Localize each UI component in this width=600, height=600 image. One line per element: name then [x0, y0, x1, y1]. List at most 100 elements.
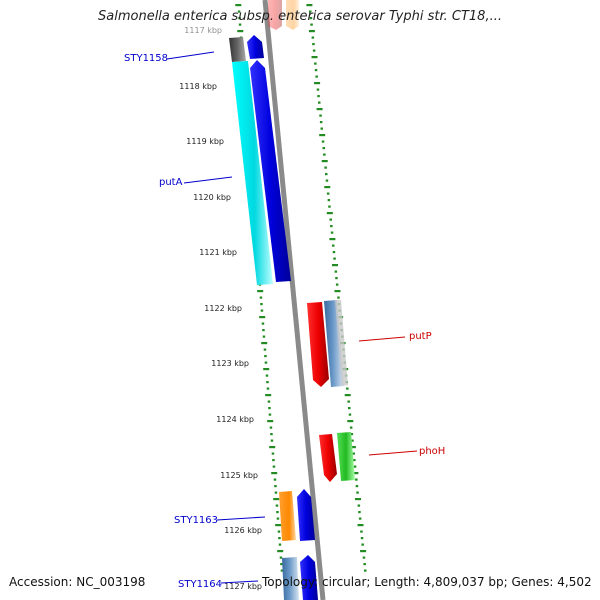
gene-label-puta[interactable]: putA	[159, 177, 183, 188]
feature-top-faded	[268, 0, 299, 30]
tick-mark	[349, 426, 353, 429]
tick-mark	[319, 114, 322, 117]
tick-mark	[276, 517, 280, 520]
tick-mark	[362, 556, 366, 559]
tick-mark	[324, 186, 331, 189]
tick-mark	[274, 491, 278, 494]
tick-mark	[314, 82, 321, 85]
tick-mark	[269, 426, 273, 429]
tick-mark	[353, 465, 357, 468]
tick-mark	[310, 23, 313, 26]
tick-mark	[264, 355, 267, 358]
tick-mark	[355, 478, 358, 481]
tick-mark	[334, 290, 341, 293]
tick-mark	[280, 569, 284, 572]
tick-mark	[311, 36, 315, 39]
tick-mark	[333, 257, 336, 260]
feature-sty1158-blue	[247, 35, 264, 59]
tick-mark	[267, 420, 274, 423]
tick-mark	[238, 17, 241, 20]
tick-mark	[346, 387, 349, 390]
gene-label-phoh[interactable]: phoH	[419, 446, 445, 457]
tick-mark	[308, 30, 315, 33]
tick-mark	[349, 446, 356, 449]
ruler-label: 1124 kbp	[216, 415, 254, 424]
tick-mark	[268, 407, 271, 410]
tick-mark	[275, 504, 279, 507]
tick-mark	[265, 394, 272, 397]
gene-label-sty1158[interactable]: STY1158	[124, 53, 168, 64]
tick-mark	[327, 199, 331, 202]
tick-mark	[316, 108, 323, 111]
tick-mark	[276, 511, 279, 514]
kbp-ruler: 1117 kbp 1118 kbp 1119 kbp 1120 kbp 1121 kbp…	[179, 26, 262, 591]
tick-mark	[278, 537, 281, 540]
tick-mark	[272, 459, 275, 462]
tick-mark	[235, 4, 242, 7]
tick-mark	[355, 498, 361, 501]
feature-sty1163-orange	[279, 491, 296, 541]
tick-mark	[352, 452, 355, 455]
tick-mark	[268, 413, 272, 416]
tick-mark	[314, 69, 318, 72]
tick-mark	[261, 342, 268, 345]
tick-mark	[334, 270, 338, 273]
ruler-label: 1117 kbp	[184, 26, 222, 35]
tick-mark	[321, 140, 325, 143]
tick-mark	[356, 491, 359, 494]
tick-mark	[309, 17, 313, 20]
gene-label-sty1164[interactable]: STY1164	[178, 579, 222, 590]
tick-mark	[330, 231, 334, 234]
tick-mark	[324, 166, 327, 169]
tick-mark	[360, 550, 367, 553]
tick-mark	[309, 10, 312, 13]
tick-mark	[332, 264, 338, 267]
tick-mark	[344, 394, 351, 397]
genome-backbone	[262, 0, 326, 600]
ruler-label: 1125 kbp	[220, 471, 258, 480]
tick-mark	[352, 472, 359, 475]
accession-info: Accession: NC_003198	[9, 575, 146, 589]
feature-putp-grey	[335, 300, 348, 386]
tick-mark	[259, 316, 266, 319]
gene-label-putp[interactable]: putP	[409, 331, 432, 342]
gene-label-sty1163[interactable]: STY1163	[174, 515, 218, 526]
feature-putp-red	[307, 302, 329, 387]
ruler-label: 1118 kbp	[179, 82, 217, 91]
tick-mark	[320, 127, 323, 130]
tick-mark	[278, 543, 282, 546]
tick-mark	[350, 433, 354, 436]
tick-mark	[312, 43, 315, 46]
tick-mark	[335, 283, 339, 286]
tick-mark	[323, 153, 326, 156]
tick-mark	[332, 244, 335, 247]
tick-mark	[263, 368, 270, 371]
tick-mark	[364, 569, 367, 572]
tick-mark	[266, 387, 270, 390]
tick-mark	[322, 147, 325, 150]
tick-mark	[262, 335, 266, 338]
feature-sty1163-blue	[297, 489, 315, 541]
tick-mark	[274, 485, 277, 488]
tick-mark	[321, 160, 328, 163]
tick-mark	[263, 348, 267, 351]
feature-sty1164-steel	[282, 557, 299, 600]
tick-mark	[330, 225, 333, 228]
tick-mark	[271, 472, 278, 475]
tick-mark	[275, 524, 282, 527]
feature-sty1164-blue	[300, 555, 318, 600]
tick-mark	[260, 303, 263, 306]
tick-mark	[270, 439, 274, 442]
ruler-label: 1122 kbp	[204, 304, 242, 313]
tick-mark	[273, 498, 280, 501]
tick-mark	[257, 290, 264, 293]
tick-mark	[348, 407, 351, 410]
tick-mark	[311, 56, 318, 59]
tick-mark	[237, 30, 244, 33]
tick-mark	[269, 446, 276, 449]
tick-mark	[315, 75, 318, 78]
tick-mark	[266, 381, 269, 384]
tick-mark	[319, 121, 323, 124]
tick-mark	[316, 88, 320, 91]
tick-mark	[265, 374, 269, 377]
